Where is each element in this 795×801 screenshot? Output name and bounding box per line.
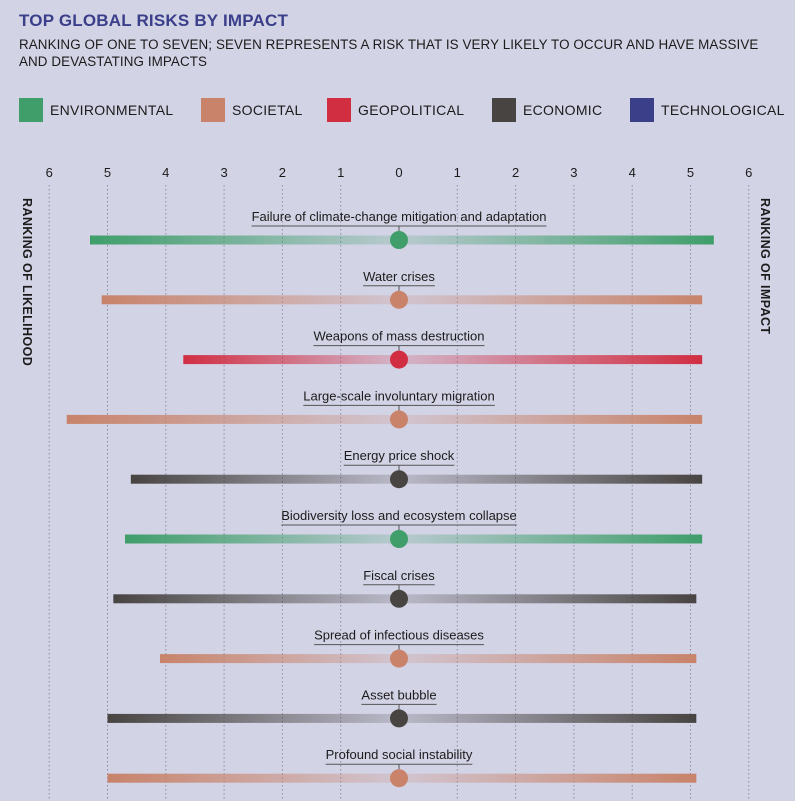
bar-impact	[399, 773, 697, 783]
legend-label-technological: TECHNOLOGICAL	[661, 102, 785, 118]
chart-title: TOP GLOBAL RISKS BY IMPACT	[19, 11, 289, 30]
x-tick-label-impact: 6	[745, 165, 752, 180]
bar-impact	[399, 713, 697, 723]
bar-impact	[399, 355, 703, 365]
bar-likelihood	[107, 713, 399, 723]
x-tick-label-impact: 1	[454, 165, 461, 180]
row-label: Profound social instability	[326, 747, 473, 762]
y-axis-label-impact: RANKING OF IMPACT	[758, 198, 772, 335]
bar-impact	[399, 474, 703, 484]
legend: ENVIRONMENTAL SOCIETAL GEOPOLITICAL ECON…	[19, 98, 795, 122]
bar-impact	[399, 534, 703, 544]
bar-impact	[399, 654, 697, 664]
row-label: Spread of infectious diseases	[314, 628, 484, 643]
row-marker	[390, 231, 408, 249]
bar-likelihood	[66, 414, 399, 424]
x-tick-label-likelihood: 2	[279, 165, 286, 180]
legend-item-societal: SOCIETAL	[201, 98, 303, 122]
legend-swatch-societal	[201, 98, 225, 122]
legend-item-environmental: ENVIRONMENTAL	[19, 98, 173, 122]
bar-likelihood	[124, 534, 400, 544]
row-marker	[390, 769, 408, 788]
bar-likelihood	[101, 295, 400, 305]
legend-swatch-geopolitical	[327, 98, 351, 122]
x-tick-label-impact: 4	[629, 165, 636, 180]
row-label: Fiscal crises	[363, 568, 435, 583]
legend-label-economic: ECONOMIC	[523, 102, 603, 118]
x-tick-label-impact: 5	[687, 165, 694, 180]
x-tick-label-likelihood: 4	[162, 165, 169, 180]
row-marker	[390, 350, 408, 369]
legend-swatch-technological	[630, 98, 654, 122]
row-marker	[390, 589, 408, 608]
bar-impact	[399, 235, 714, 245]
x-tick-label-impact: 2	[512, 165, 519, 180]
row-label: Large-scale involuntary migration	[303, 388, 494, 403]
bar-likelihood	[183, 355, 399, 365]
x-tick-label-likelihood: 3	[220, 165, 227, 180]
legend-item-geopolitical: GEOPOLITICAL	[327, 98, 464, 122]
bar-likelihood	[107, 773, 399, 783]
row-label: Energy price shock	[344, 448, 455, 463]
bar-likelihood	[130, 474, 399, 484]
legend-label-environmental: ENVIRONMENTAL	[50, 102, 174, 118]
legend-swatch-environmental	[19, 98, 43, 122]
legend-label-geopolitical: GEOPOLITICAL	[358, 102, 465, 118]
legend-item-technological: TECHNOLOGICAL	[630, 98, 785, 122]
row-marker	[390, 470, 408, 489]
bar-impact	[399, 594, 697, 604]
x-tick-label-likelihood: 0	[395, 165, 402, 180]
x-tick-label-impact: 3	[570, 165, 577, 180]
row-label: Biodiversity loss and ecosystem collapse	[281, 508, 517, 523]
chart-subtitle: RANKING OF ONE TO SEVEN; SEVEN REPRESENT…	[19, 37, 759, 69]
row-label: Failure of climate-change mitigation and…	[252, 209, 547, 224]
row-marker	[390, 709, 408, 728]
row-label: Weapons of mass destruction	[313, 329, 484, 344]
row-label: Asset bubble	[361, 687, 436, 702]
bar-likelihood	[159, 654, 399, 664]
row-marker	[390, 410, 408, 429]
x-tick-label-likelihood: 5	[104, 165, 111, 180]
bar-impact	[399, 295, 703, 305]
bar-impact	[399, 414, 703, 424]
legend-label-societal: SOCIETAL	[232, 102, 303, 118]
x-tick-label-likelihood: 6	[46, 165, 53, 180]
bar-likelihood	[113, 594, 399, 604]
row-marker	[390, 649, 408, 668]
x-tick-label-likelihood: 1	[337, 165, 344, 180]
row-marker	[390, 530, 408, 548]
y-axis-label-likelihood: RANKING OF LIKELIHOOD	[20, 198, 34, 367]
bar-likelihood	[90, 235, 399, 245]
row-marker	[390, 290, 408, 309]
legend-item-economic: ECONOMIC	[492, 98, 602, 122]
row-label: Water crises	[363, 269, 435, 284]
legend-swatch-economic	[492, 98, 516, 122]
